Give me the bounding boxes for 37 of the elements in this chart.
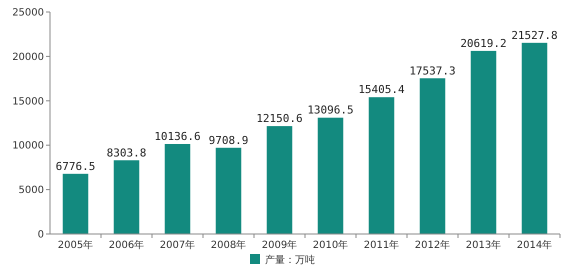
bar xyxy=(318,118,344,234)
data-label: 21527.8 xyxy=(511,28,558,42)
y-tick-label: 25000 xyxy=(12,8,44,18)
x-tick-label: 2006年 xyxy=(108,239,144,251)
bar xyxy=(368,97,394,234)
data-label: 17537.3 xyxy=(409,64,456,78)
bar xyxy=(164,144,190,234)
bar xyxy=(420,78,446,234)
data-label: 15405.4 xyxy=(358,83,406,96)
y-tick-label: 20000 xyxy=(12,52,44,63)
legend-label: 产量：万吨 xyxy=(265,254,315,266)
x-tick-label: 2009年 xyxy=(262,239,298,251)
bar xyxy=(216,148,242,234)
bar xyxy=(522,42,548,234)
x-tick-label: 2005年 xyxy=(58,239,94,251)
bar xyxy=(62,174,88,234)
y-tick-label: 10000 xyxy=(12,140,44,152)
data-label: 10136.6 xyxy=(154,130,201,143)
x-tick-label: 2011年 xyxy=(364,239,400,251)
x-tick-label: 2007年 xyxy=(160,239,196,251)
data-label: 20619.2 xyxy=(460,36,507,50)
y-tick-label: 5000 xyxy=(18,185,44,196)
y-tick-label: 15000 xyxy=(12,96,44,108)
data-label: 12150.6 xyxy=(256,112,303,126)
y-tick-label: 0 xyxy=(38,230,44,240)
bar xyxy=(470,50,496,234)
x-tick-label: 2013年 xyxy=(466,239,502,251)
data-label: 13096.5 xyxy=(307,104,354,117)
x-tick-label: 2010年 xyxy=(312,239,348,251)
data-label: 8303.8 xyxy=(106,146,146,160)
data-label: 6776.5 xyxy=(56,160,96,173)
bar xyxy=(114,160,140,234)
x-tick-label: 2014年 xyxy=(516,239,552,251)
x-tick-label: 2008年 xyxy=(210,239,246,251)
x-tick-label: 2012年 xyxy=(414,239,450,251)
data-label: 9708.9 xyxy=(208,134,248,147)
bar xyxy=(266,126,292,234)
